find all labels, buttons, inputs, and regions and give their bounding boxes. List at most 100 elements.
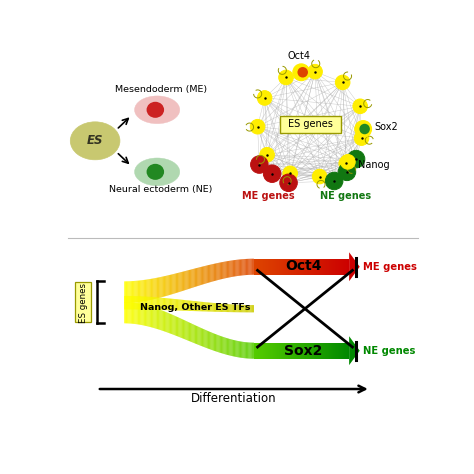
Text: Differentiation: Differentiation bbox=[191, 392, 277, 405]
Polygon shape bbox=[198, 301, 199, 311]
Ellipse shape bbox=[250, 119, 265, 134]
Polygon shape bbox=[286, 343, 287, 359]
Polygon shape bbox=[203, 329, 204, 347]
Polygon shape bbox=[272, 259, 273, 275]
Polygon shape bbox=[296, 343, 297, 359]
Ellipse shape bbox=[353, 99, 367, 114]
Polygon shape bbox=[145, 297, 146, 310]
Polygon shape bbox=[145, 305, 146, 326]
Polygon shape bbox=[138, 281, 139, 302]
Polygon shape bbox=[240, 341, 241, 358]
Polygon shape bbox=[275, 343, 276, 359]
Polygon shape bbox=[202, 266, 203, 285]
Polygon shape bbox=[157, 309, 158, 329]
Polygon shape bbox=[317, 259, 318, 275]
Polygon shape bbox=[253, 305, 254, 312]
Polygon shape bbox=[199, 327, 200, 345]
Polygon shape bbox=[247, 305, 248, 312]
Polygon shape bbox=[319, 343, 320, 359]
Polygon shape bbox=[251, 259, 252, 275]
Polygon shape bbox=[165, 298, 166, 310]
Polygon shape bbox=[302, 343, 303, 359]
Polygon shape bbox=[261, 343, 262, 359]
Polygon shape bbox=[341, 259, 342, 275]
Polygon shape bbox=[299, 259, 300, 275]
Polygon shape bbox=[264, 343, 265, 359]
Polygon shape bbox=[127, 296, 128, 310]
Polygon shape bbox=[266, 259, 267, 275]
Polygon shape bbox=[194, 268, 195, 287]
Polygon shape bbox=[347, 259, 348, 275]
Polygon shape bbox=[126, 296, 127, 310]
Polygon shape bbox=[336, 343, 337, 359]
Polygon shape bbox=[274, 259, 275, 275]
Polygon shape bbox=[149, 279, 150, 300]
Polygon shape bbox=[158, 309, 159, 329]
Polygon shape bbox=[140, 304, 141, 325]
Polygon shape bbox=[200, 267, 201, 285]
Polygon shape bbox=[170, 299, 171, 310]
Polygon shape bbox=[204, 302, 205, 311]
Polygon shape bbox=[306, 343, 307, 359]
Polygon shape bbox=[230, 261, 231, 277]
Polygon shape bbox=[223, 337, 224, 354]
Polygon shape bbox=[180, 300, 181, 310]
Polygon shape bbox=[124, 302, 125, 323]
Polygon shape bbox=[176, 299, 177, 310]
Polygon shape bbox=[205, 266, 206, 284]
Ellipse shape bbox=[326, 172, 343, 190]
Polygon shape bbox=[191, 324, 192, 342]
Polygon shape bbox=[262, 343, 263, 359]
Polygon shape bbox=[181, 272, 182, 292]
Polygon shape bbox=[154, 278, 155, 299]
Polygon shape bbox=[196, 301, 197, 311]
Polygon shape bbox=[236, 340, 237, 357]
Polygon shape bbox=[253, 343, 254, 359]
Polygon shape bbox=[204, 329, 205, 347]
Polygon shape bbox=[167, 313, 168, 333]
Polygon shape bbox=[269, 343, 270, 359]
Polygon shape bbox=[209, 331, 210, 349]
Polygon shape bbox=[211, 264, 212, 282]
Polygon shape bbox=[237, 305, 238, 312]
Polygon shape bbox=[157, 278, 158, 298]
Polygon shape bbox=[294, 259, 295, 275]
Polygon shape bbox=[203, 266, 204, 284]
Polygon shape bbox=[201, 328, 202, 346]
Polygon shape bbox=[248, 305, 249, 312]
Polygon shape bbox=[148, 297, 149, 310]
Polygon shape bbox=[141, 304, 142, 325]
Polygon shape bbox=[156, 308, 157, 329]
Polygon shape bbox=[134, 303, 135, 324]
Polygon shape bbox=[244, 259, 245, 275]
Polygon shape bbox=[134, 281, 135, 302]
Polygon shape bbox=[200, 301, 201, 311]
Polygon shape bbox=[143, 304, 144, 326]
Polygon shape bbox=[175, 316, 176, 336]
Polygon shape bbox=[208, 265, 209, 283]
Polygon shape bbox=[186, 271, 187, 290]
Polygon shape bbox=[296, 259, 297, 275]
Polygon shape bbox=[129, 281, 130, 303]
Polygon shape bbox=[233, 340, 234, 356]
Polygon shape bbox=[202, 302, 203, 311]
Polygon shape bbox=[332, 259, 333, 275]
Polygon shape bbox=[247, 342, 248, 358]
Polygon shape bbox=[316, 259, 317, 275]
Polygon shape bbox=[196, 326, 197, 344]
Polygon shape bbox=[156, 297, 157, 310]
Polygon shape bbox=[154, 297, 155, 310]
Polygon shape bbox=[167, 275, 168, 296]
Polygon shape bbox=[235, 304, 236, 312]
Polygon shape bbox=[307, 259, 308, 275]
Polygon shape bbox=[189, 270, 190, 289]
Polygon shape bbox=[270, 343, 271, 359]
Polygon shape bbox=[249, 343, 250, 359]
Text: Neural ectoderm (NE): Neural ectoderm (NE) bbox=[109, 184, 212, 193]
Polygon shape bbox=[313, 259, 314, 275]
Polygon shape bbox=[246, 342, 247, 358]
Polygon shape bbox=[166, 312, 167, 332]
Polygon shape bbox=[313, 343, 314, 359]
Polygon shape bbox=[225, 304, 226, 312]
Polygon shape bbox=[340, 259, 341, 275]
